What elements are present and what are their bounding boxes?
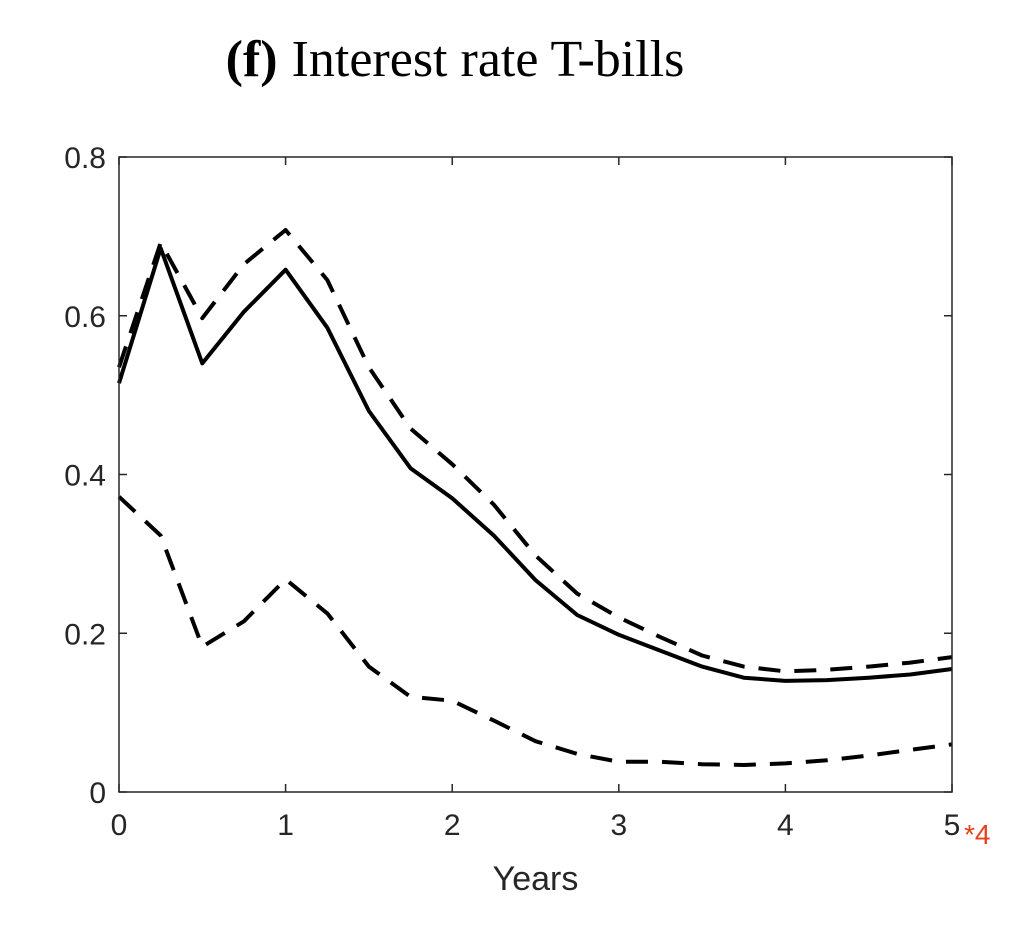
series-line-1 xyxy=(117,246,953,683)
x-tick-label: 0 xyxy=(111,809,128,842)
chart-title-label: (f) xyxy=(226,31,278,88)
axis-multiplier-note: *4 xyxy=(964,819,990,850)
plot-lines xyxy=(117,228,953,767)
y-tick-label: 0.4 xyxy=(64,460,106,493)
chart-title: (f) Interest rate T-bills xyxy=(226,31,685,88)
chart-title-text: Interest rate T-bills xyxy=(292,31,685,88)
plot-frame xyxy=(118,156,953,793)
y-tick-label: 0.8 xyxy=(64,142,106,175)
series-line-3 xyxy=(117,495,953,767)
x-tick-label: 5 xyxy=(944,809,961,842)
y-tick-label: 0.6 xyxy=(64,301,106,334)
axis-ticks: 0 1 2 3 4 5 0 0.2 0.4 0.6 0.8 xyxy=(64,142,960,842)
y-tick-label: 0.2 xyxy=(64,618,106,651)
x-axis-label: Years xyxy=(493,860,579,898)
x-tick-label: 1 xyxy=(277,809,294,842)
x-tick-label: 4 xyxy=(777,809,794,842)
y-tick-label: 0 xyxy=(89,777,106,810)
x-tick-label: 3 xyxy=(610,809,627,842)
series-line-2 xyxy=(117,228,953,674)
x-tick-label: 2 xyxy=(444,809,461,842)
